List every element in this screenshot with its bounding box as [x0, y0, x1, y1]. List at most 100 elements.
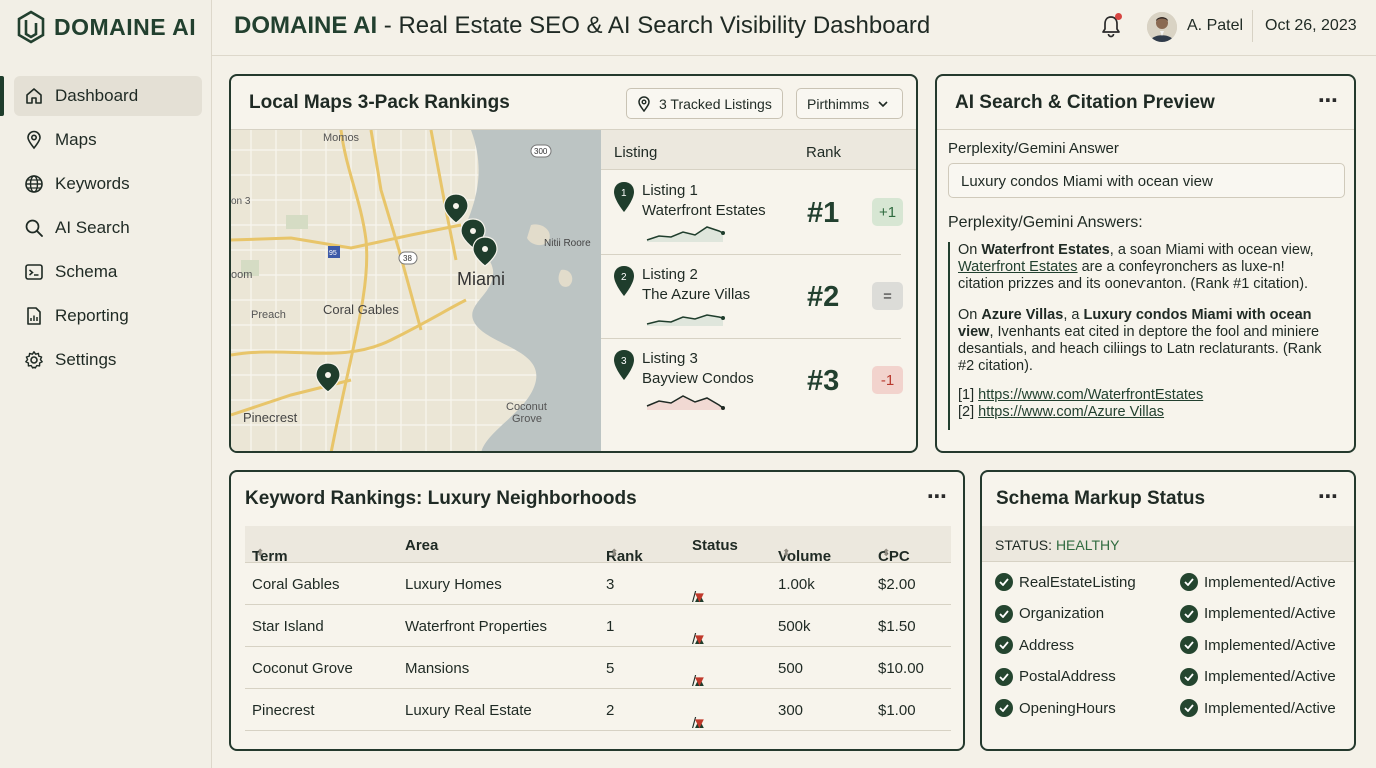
top-header: DOMAINE AI - Real Estate SEO & AI Search…: [212, 0, 1376, 56]
cell-volume: 500: [778, 660, 804, 677]
answer-entity: Waterfront Estates: [981, 242, 1110, 258]
map-island: [558, 269, 573, 287]
rank-change-badge: =: [872, 282, 903, 310]
rank-pin-icon: 2: [614, 266, 634, 296]
route-shield-38: 38: [398, 251, 418, 265]
status-separator: /: [692, 631, 697, 648]
brand-logo[interactable]: DOMAINE AI: [16, 10, 196, 44]
answer-entity: Azure Villas: [981, 307, 1064, 323]
schema-row[interactable]: OpeningHours Implemented/Active: [995, 698, 1345, 722]
schema-type: Address: [995, 636, 1074, 654]
tracked-listings-label: 3 Tracked Listings: [659, 95, 772, 112]
search-icon: [25, 219, 43, 237]
table-row[interactable]: Coral Gables Luxury Homes 3 ▲ / ▼ 1.00k $2…: [245, 563, 951, 606]
col-cpc-label: CPC: [878, 548, 910, 565]
map-label-miami: Miami: [457, 269, 505, 289]
citation-link[interactable]: https://www.com/WaterfrontEstates: [978, 387, 1204, 403]
answer-entity: Luxury condos Miami with ocean view: [958, 307, 1312, 340]
more-options-icon[interactable]: ⋯: [927, 486, 948, 508]
sidebar-item-label: AI Search: [55, 218, 130, 237]
cell-rank: 5: [606, 660, 615, 677]
col-term-label: Term: [252, 548, 288, 565]
cell-term: Coconut Grove: [252, 660, 353, 677]
cell-cpc: $1.50: [878, 618, 916, 635]
card-divider: [231, 129, 916, 130]
listing-name: Waterfront Estates: [642, 202, 766, 219]
map-marker[interactable]: [315, 362, 341, 393]
sidebar-item-reporting[interactable]: Reporting: [14, 296, 202, 336]
schema-row[interactable]: Organization Implemented/Active: [995, 604, 1345, 628]
page-title-brand: DOMAINE AI: [234, 12, 378, 39]
map-label-preach: Preach: [251, 309, 286, 321]
schema-row[interactable]: RealEstateListing Implemented/Active: [995, 572, 1345, 596]
miami-map[interactable]: Momos on 3 oom Preach Coral Gables Miami…: [231, 130, 601, 453]
schema-status-bar: STATUS: HEALTHY: [982, 526, 1354, 562]
route-shield-95: 95: [328, 246, 340, 258]
check-circle-icon: [995, 573, 1013, 591]
rank-row[interactable]: 1 Listing 1 Waterfront Estates #1 +1: [601, 171, 903, 255]
table-row[interactable]: Star Island Waterfront Properties 1 ▲ / ▼ …: [245, 605, 951, 648]
trend-sparkline: [646, 314, 725, 326]
tracked-listings-pill[interactable]: 3 Tracked Listings: [626, 88, 783, 119]
filter-dropdown[interactable]: Pirthimms: [796, 88, 903, 119]
status-separator: /: [692, 589, 697, 606]
sidebar: DOMAINE AI Dashboard Maps Keywords AI Se…: [0, 0, 212, 768]
listing-number: Listing 3: [642, 350, 698, 367]
rank-list-header: Listing Rank: [601, 130, 916, 170]
cell-cpc: $1.00: [878, 702, 916, 719]
status-separator: /: [692, 673, 697, 690]
map-marker[interactable]: [472, 236, 498, 267]
trend-down-icon: ▼: [692, 673, 707, 690]
sidebar-item-label: Reporting: [55, 306, 129, 325]
schema-state: Implemented/Active: [1180, 604, 1336, 623]
table-row[interactable]: Pinecrest Luxury Real Estate 2 ▲ / ▼ 300 $…: [245, 689, 951, 732]
sidebar-item-maps[interactable]: Maps: [14, 120, 202, 160]
rank-pin-icon: 3: [614, 350, 634, 380]
brand-name: DOMAINE AI: [54, 13, 197, 40]
sidebar-item-dashboard[interactable]: Dashboard: [0, 76, 202, 116]
sidebar-item-keywords[interactable]: Keywords: [14, 164, 202, 204]
schema-row[interactable]: Address Implemented/Active: [995, 635, 1345, 659]
report-icon: [27, 307, 41, 325]
schema-state-label: Implemented/Active: [1204, 605, 1336, 622]
citation-link[interactable]: https://www.com/Azure Villas: [978, 404, 1165, 420]
ai-query-input[interactable]: Luxury condos Miami with ocean view: [948, 163, 1345, 198]
rank-row[interactable]: 2 Listing 2 The Azure Villas #2 =: [601, 255, 903, 339]
schema-row[interactable]: PostalAddress Implemented/Active: [995, 667, 1345, 691]
col-area: Area: [405, 537, 439, 554]
answer-paragraph: On Azure Villas, a Luxury condos Miami w…: [958, 307, 1338, 375]
schema-type-name: Address: [1019, 636, 1075, 654]
sort-icon: ⬍: [782, 548, 791, 559]
table-row[interactable]: Coconut Grove Mansions 5 ▲ / ▼ 500 $10.00: [245, 647, 951, 690]
answers-label: Perplexity/Gemini Answers:: [948, 214, 1143, 231]
sidebar-nav: Dashboard Maps Keywords AI Search Schema…: [0, 76, 212, 384]
sort-icon: ⬍: [882, 548, 891, 559]
page-title: DOMAINE AI - Real Estate SEO & AI Search…: [234, 12, 930, 40]
check-circle-icon: [995, 667, 1013, 686]
citation-number: [1]: [958, 387, 979, 403]
user-name[interactable]: A. Patel: [1187, 17, 1244, 34]
more-options-icon[interactable]: ⋯: [1318, 90, 1339, 112]
check-circle-icon: [1180, 636, 1198, 654]
cell-term: Pinecrest: [252, 702, 315, 719]
map-label-grove: Grove: [512, 413, 542, 425]
schema-state: Implemented/Active: [1180, 667, 1336, 686]
sidebar-item-ai-search[interactable]: AI Search: [14, 208, 202, 248]
bell-icon[interactable]: [1100, 14, 1122, 38]
answer-text: , a soan Miami with ocean view,: [1109, 242, 1314, 258]
answer-text: On: [958, 242, 982, 258]
sidebar-item-schema[interactable]: Schema: [14, 252, 202, 292]
more-options-icon[interactable]: ⋯: [1318, 486, 1339, 508]
rank-row[interactable]: 3 Listing 3 Bayview Condos #3 -1: [601, 339, 903, 423]
cell-volume: 500k: [778, 618, 811, 635]
map-marker[interactable]: [443, 193, 469, 224]
citation-item: [2] https://www.com/Azure Villas: [958, 404, 1338, 421]
answer-entity-link[interactable]: Waterfront Estates: [958, 259, 1078, 275]
cell-area: Luxury Real Estate: [405, 702, 532, 719]
map-label-on3: on 3: [231, 196, 251, 207]
sidebar-item-label: Schema: [55, 262, 118, 281]
map-label-oom: oom: [231, 269, 252, 281]
schema-type-name: RealEstateListing: [1019, 573, 1136, 591]
sidebar-item-settings[interactable]: Settings: [14, 340, 202, 380]
avatar[interactable]: [1147, 12, 1177, 42]
